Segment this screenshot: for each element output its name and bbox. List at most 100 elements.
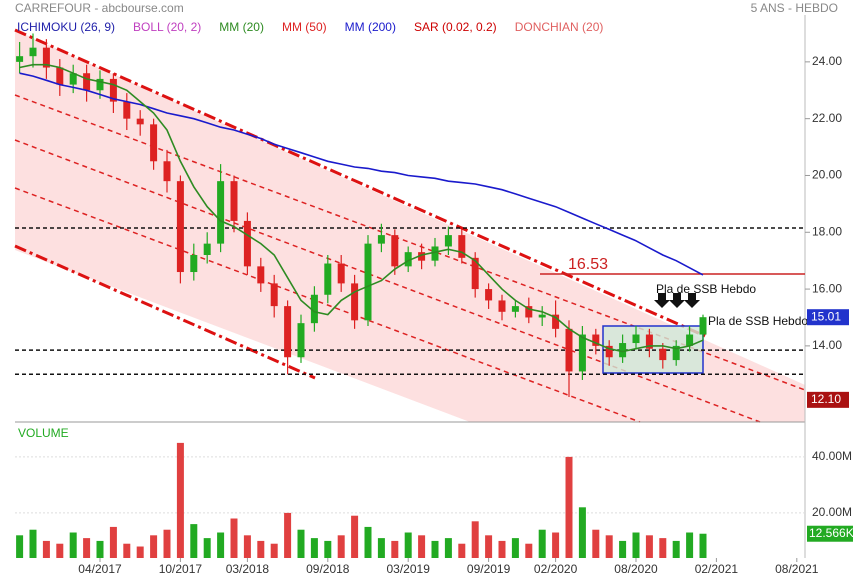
- candle-body: [310, 294, 318, 324]
- candle-body: [552, 314, 560, 329]
- volume-bar: [552, 532, 560, 558]
- volume-bar: [592, 529, 600, 558]
- arrows: [654, 293, 700, 308]
- volume-bar: [511, 538, 519, 558]
- candle-body: [444, 235, 452, 247]
- volume-bar: [351, 515, 359, 558]
- volume-bar: [699, 533, 707, 558]
- volume-bar: [431, 540, 439, 558]
- candle-body: [337, 263, 345, 284]
- candle-body: [163, 161, 171, 182]
- x-tick-label: 02/2021: [695, 562, 739, 576]
- volume-bar: [645, 535, 653, 558]
- channel-band: [15, 30, 805, 422]
- y-tick-label: 22.00: [812, 111, 842, 125]
- candle-body: [56, 67, 64, 85]
- candle-body: [619, 343, 627, 358]
- low-label: 12.10: [811, 392, 841, 406]
- y-tick-label: 16.00: [812, 281, 842, 295]
- volume-bar: [230, 518, 238, 558]
- volume-title: VOLUME: [18, 426, 69, 440]
- volume-bar: [29, 529, 37, 558]
- y-tick-label: 20.00M: [812, 505, 852, 519]
- volume-bar: [163, 529, 171, 558]
- candle-body: [16, 56, 24, 62]
- x-tick-label: 02/2020: [534, 562, 578, 576]
- candle-body: [578, 334, 586, 372]
- volume-bar: [619, 540, 627, 558]
- volume-bar: [672, 540, 680, 558]
- volume-bar: [123, 543, 131, 558]
- candle-body: [377, 235, 385, 244]
- candle-body: [632, 334, 640, 344]
- annotation: Pla de SSB Hebdo: [708, 314, 808, 328]
- candle-body: [83, 73, 91, 91]
- volume-bar: [471, 521, 479, 558]
- volume-bar: [565, 456, 573, 558]
- candle-body: [217, 181, 225, 244]
- low-box: [807, 391, 849, 408]
- candle-body: [511, 306, 519, 312]
- channel-mid: [14, 139, 761, 423]
- candle-body: [150, 124, 158, 162]
- arrow: [684, 293, 700, 308]
- candle-body: [471, 257, 479, 290]
- volume-bar: [605, 535, 613, 558]
- legend-entry: BOLL (20, 2): [133, 20, 201, 34]
- x-tick-label: 08/2020: [614, 562, 658, 576]
- candle-body: [297, 323, 305, 358]
- arrow: [654, 293, 670, 308]
- y-tick-label: 18.00: [812, 224, 842, 238]
- candle-body: [284, 306, 292, 358]
- volume-bar: [538, 529, 546, 558]
- volume-bar: [190, 524, 198, 558]
- last-price-label: 15.01: [811, 309, 841, 323]
- candle-body: [257, 266, 265, 284]
- candle-body: [29, 47, 37, 57]
- volume-bar: [632, 532, 640, 558]
- candle-body: [498, 300, 506, 312]
- volume-bar: [56, 543, 64, 558]
- x-tick-label: 10/2017: [159, 562, 203, 576]
- volume-bar: [578, 507, 586, 558]
- y-tick-label: 24.00: [812, 54, 842, 68]
- x-tick-label: 03/2018: [226, 562, 270, 576]
- annotation: Pla de SSB Hebdo: [656, 282, 756, 296]
- candle-body: [203, 243, 211, 255]
- y-tick-label: 20.00: [812, 168, 842, 182]
- x-tick-label: 09/2019: [467, 562, 511, 576]
- channel-top: [14, 28, 706, 338]
- candle-body: [176, 181, 184, 273]
- legend-entry: DONCHIAN (20): [515, 20, 604, 34]
- volume-bar: [444, 538, 452, 558]
- volume-bar: [203, 538, 211, 558]
- volume-bar: [270, 543, 278, 558]
- candle-body: [230, 181, 238, 221]
- candle-body: [458, 235, 466, 258]
- volume-bar: [83, 538, 91, 558]
- volume-bar: [525, 543, 533, 558]
- candle-body: [565, 328, 573, 372]
- volume-bar: [217, 532, 225, 558]
- candle-body: [605, 345, 613, 358]
- candle-body: [136, 118, 144, 125]
- candle-body: [243, 220, 251, 267]
- candle-body: [324, 263, 332, 295]
- arrow: [669, 293, 685, 308]
- candle-body: [96, 78, 104, 91]
- x-tick-label: 04/2017: [78, 562, 122, 576]
- volume-bar: [16, 535, 24, 558]
- volume-bar: [337, 535, 345, 558]
- candle-body: [592, 334, 600, 346]
- volume-bar: [659, 538, 667, 558]
- volume-bar: [176, 442, 184, 558]
- candle-body: [123, 101, 131, 119]
- volume-bar: [42, 540, 50, 558]
- candle-body: [364, 243, 372, 321]
- candle-body: [418, 252, 426, 261]
- legend-entry: MM (50): [282, 20, 327, 34]
- volume-bar: [69, 532, 77, 558]
- ma-line: [19, 63, 704, 353]
- x-tick-label: 09/2018: [306, 562, 350, 576]
- ma-line: [19, 72, 704, 276]
